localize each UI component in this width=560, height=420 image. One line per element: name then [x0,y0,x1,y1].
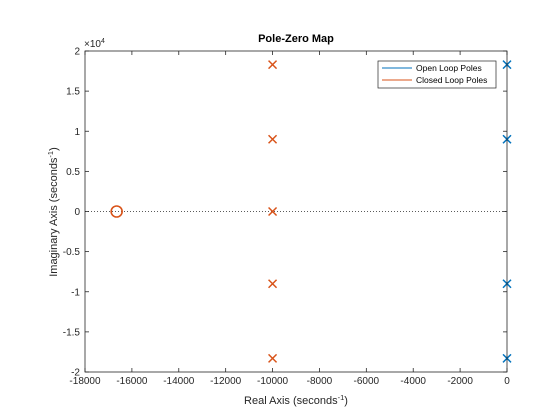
y-tick-label: -1 [71,287,80,298]
x-tick-label: -18000 [69,376,101,387]
closed-loop-pole-marker [268,134,278,144]
y-tick-label: 1.5 [66,87,80,98]
closed-loop-pole-marker [268,353,278,363]
marker-stroke [268,134,278,144]
chart-title: Pole-Zero Map [258,33,334,45]
closed-loop-zero-marker [110,205,123,218]
y-tick-label: 0 [74,207,80,218]
marker-stroke [268,279,278,289]
y-tick-label: 0.5 [66,167,80,178]
y-tick-label: -2 [71,368,80,379]
marker-stroke [268,353,278,363]
x-tick-label: -10000 [257,376,289,387]
y-axis-label: Imaginary Axis (seconds-1) [46,147,60,277]
x-axis-ticks: -18000 -16000 -14000 -12000 -10000 -8000 -6000… [69,51,510,387]
y-tick-label: 1 [74,127,80,138]
x-tick-label: 0 [504,376,510,387]
closed-loop-pole-marker [268,279,278,289]
marker-stroke [268,60,278,70]
y-multiplier: ×104 [84,38,105,50]
x-tick-label: -16000 [116,376,148,387]
x-axis-label: Real Axis (seconds-1) [244,393,348,407]
x-tick-label: -2000 [447,376,473,387]
legend-label-open-loop: Open Loop Poles [416,63,482,73]
closed-loop-pole-marker [268,60,278,70]
y-tick-label: -0.5 [63,247,81,258]
legend-box [377,60,497,89]
x-tick-label: -6000 [354,376,380,387]
y-tick-label: -1.5 [63,327,81,338]
marker-stroke [268,206,278,217]
plot-border [84,50,508,373]
x-tick-label: -8000 [307,376,333,387]
x-tick-label: -12000 [210,376,242,387]
y-tick-label: 2 [74,47,80,58]
legend: Open Loop Poles Closed Loop Poles [377,60,497,89]
x-tick-label: -14000 [163,376,195,387]
chart-marks [110,60,512,363]
closed-loop-pole-marker [268,206,278,217]
x-tick-label: -4000 [400,376,426,387]
legend-label-closed-loop: Closed Loop Poles [416,75,487,85]
y-axis-ticks: -2 -1.5 -1 -0.5 0 0.5 1 1.5 2 [63,47,507,379]
